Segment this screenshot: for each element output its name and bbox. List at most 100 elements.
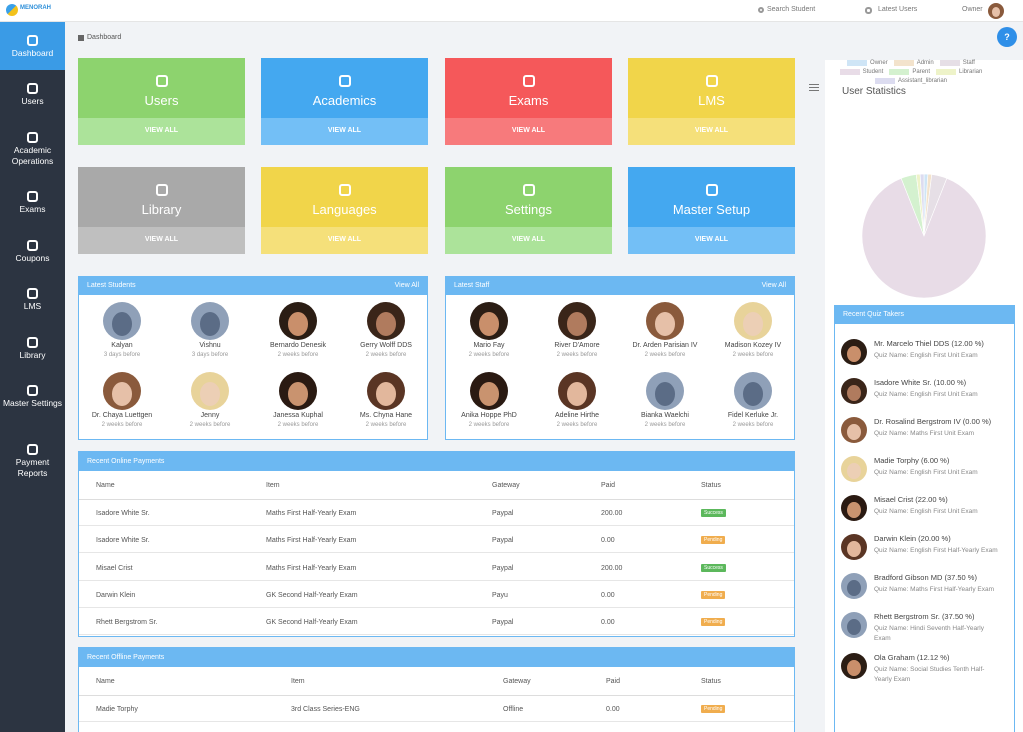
avatar-face bbox=[287, 381, 309, 407]
quiz-taker-name: Dr. Rosalind Bergstrom IV (0.00 %) bbox=[874, 417, 992, 426]
icon bbox=[338, 184, 351, 196]
sidebar-item[interactable]: Exams bbox=[0, 178, 65, 228]
view-all[interactable]: VIEW ALL bbox=[694, 236, 729, 243]
person-name: Bianka Waelchi bbox=[641, 412, 689, 419]
legend: Owner Admin Staff Student Parent Librarian Ass… bbox=[825, 60, 997, 84]
tile[interactable]: LMS VIEW ALL bbox=[628, 58, 795, 145]
sidebar-label[interactable]: Coupons bbox=[15, 253, 50, 263]
payments-table: Recent Online Payments Name Item Gateway Pai… bbox=[78, 451, 795, 637]
person-time: 2 weeks before bbox=[365, 352, 407, 358]
tile-footer[interactable]: VIEW ALL bbox=[261, 227, 428, 254]
avatar bbox=[470, 372, 508, 410]
avatar-face bbox=[991, 7, 1001, 18]
table-cell: Madie Torphy bbox=[96, 706, 138, 713]
avatar-face bbox=[375, 311, 397, 337]
view-all-link[interactable]: View All bbox=[394, 282, 419, 289]
user-name[interactable]: Owner bbox=[962, 6, 983, 13]
table-cell: Maths First Half-Yearly Exam bbox=[266, 537, 357, 545]
avatar-face bbox=[566, 311, 588, 337]
tile-footer[interactable]: VIEW ALL bbox=[78, 227, 245, 254]
avatar-face bbox=[199, 381, 221, 407]
quiz-panel: Recent Quiz Takers Mr. Marcelo Thiel DDS … bbox=[834, 305, 1015, 732]
sidebar-label[interactable]: Academic Operations bbox=[11, 145, 54, 166]
table-cell: GK Second Half-Yearly Exam bbox=[266, 591, 358, 599]
tile-footer[interactable]: VIEW ALL bbox=[78, 118, 245, 145]
chart-title: User Statistics bbox=[842, 86, 906, 97]
sidebar-item[interactable]: Dashboard bbox=[0, 22, 65, 70]
view-all[interactable]: VIEW ALL bbox=[144, 236, 179, 243]
avatar-face bbox=[846, 540, 862, 558]
legend-label: Admin bbox=[916, 60, 934, 66]
tile-footer[interactable]: VIEW ALL bbox=[628, 118, 795, 145]
tile[interactable]: Users VIEW ALL bbox=[78, 58, 245, 145]
person-name: Fidel Kerluke Jr. bbox=[727, 412, 779, 419]
table-cell: Misael Crist bbox=[96, 564, 133, 572]
payments-table: Recent Offline Payments Name Item Gateway Pa… bbox=[78, 647, 795, 732]
view-all[interactable]: VIEW ALL bbox=[327, 236, 362, 243]
quiz-item: Rhett Bergstrom Sr. (37.50 %) Quiz Name: … bbox=[841, 612, 1011, 644]
sidebar-item[interactable]: Coupons bbox=[0, 227, 65, 277]
avatar-face bbox=[566, 381, 588, 407]
tile-footer[interactable]: VIEW ALL bbox=[445, 118, 612, 145]
quiz-name: Quiz Name: Maths First Half-Yearly Exam bbox=[874, 586, 995, 593]
search-student[interactable]: Search Student bbox=[767, 6, 816, 13]
sidebar-label[interactable]: Master Settings bbox=[2, 398, 63, 408]
sidebar-item[interactable]: Academic Operations bbox=[0, 119, 65, 169]
menu-icon[interactable] bbox=[809, 84, 819, 91]
breadcrumb[interactable]: Dashboard bbox=[87, 34, 122, 41]
table-cell: 200.00 bbox=[601, 510, 623, 517]
tile[interactable]: Exams VIEW ALL bbox=[445, 58, 612, 145]
tile-footer[interactable]: VIEW ALL bbox=[445, 227, 612, 254]
sidebar-item[interactable]: Master Settings bbox=[0, 372, 65, 422]
row-rule bbox=[79, 634, 794, 636]
sidebar-item[interactable]: Users bbox=[0, 70, 65, 120]
tile[interactable]: Settings VIEW ALL bbox=[445, 167, 612, 254]
sidebar-label[interactable]: Exams bbox=[19, 204, 46, 214]
status-badge: Pending bbox=[701, 705, 726, 713]
sidebar-item[interactable]: Payment Reports bbox=[0, 431, 65, 481]
tile-footer[interactable]: VIEW ALL bbox=[261, 118, 428, 145]
tile[interactable]: Library VIEW ALL bbox=[78, 167, 245, 254]
sidebar-label[interactable]: Users bbox=[21, 96, 44, 106]
tile[interactable]: Master Setup VIEW ALL bbox=[628, 167, 795, 254]
icon bbox=[26, 131, 38, 143]
status-badge: Pending bbox=[701, 618, 726, 627]
sidebar-item[interactable]: LMS bbox=[0, 275, 65, 325]
avatar-face bbox=[478, 311, 500, 337]
latest-users[interactable]: Latest Users bbox=[878, 6, 918, 13]
sidebar-item[interactable]: Library bbox=[0, 324, 65, 374]
tile[interactable]: Languages VIEW ALL bbox=[261, 167, 428, 254]
tile-footer[interactable]: VIEW ALL bbox=[628, 227, 795, 254]
view-all-link[interactable]: View All bbox=[761, 282, 786, 289]
icon bbox=[864, 6, 872, 14]
quiz-item: Madie Torphy (6.00 %) Quiz Name: English … bbox=[841, 456, 1011, 486]
table-cell: 0.00 bbox=[601, 619, 615, 627]
sidebar-label[interactable]: Payment Reports bbox=[15, 457, 50, 478]
person-name: Gerry Wolff DDS bbox=[360, 342, 412, 349]
legend-swatch bbox=[874, 78, 895, 84]
sidebar-label[interactable]: Library bbox=[19, 350, 46, 360]
avatar bbox=[841, 573, 867, 599]
view-all[interactable]: VIEW ALL bbox=[511, 127, 546, 134]
pie-slice bbox=[861, 177, 987, 299]
legend-label: Owner bbox=[870, 60, 888, 66]
view-all[interactable]: VIEW ALL bbox=[327, 127, 362, 134]
person-name: Madison Kozey IV bbox=[724, 342, 782, 349]
table-cell: 0.00 bbox=[606, 706, 620, 713]
help-button[interactable]: ? bbox=[997, 27, 1017, 47]
avatar bbox=[103, 372, 141, 410]
icon bbox=[705, 184, 718, 196]
sidebar-label[interactable]: LMS bbox=[23, 301, 42, 311]
tile[interactable]: Academics VIEW ALL bbox=[261, 58, 428, 145]
column-header: Name bbox=[96, 482, 115, 489]
sidebar-label[interactable]: Dashboard bbox=[11, 48, 54, 58]
view-all[interactable]: VIEW ALL bbox=[694, 127, 729, 134]
view-all[interactable]: VIEW ALL bbox=[511, 236, 546, 243]
avatar-face bbox=[846, 618, 862, 636]
legend-item: Assistant_librarian bbox=[874, 78, 947, 84]
avatar bbox=[367, 302, 405, 340]
view-all[interactable]: VIEW ALL bbox=[144, 127, 179, 134]
quiz-item: Misael Crist (22.00 %) Quiz Name: English… bbox=[841, 495, 1011, 525]
table-cell: Paypal bbox=[492, 510, 514, 517]
person-name: Dr. Chaya Luettgen bbox=[91, 412, 153, 419]
